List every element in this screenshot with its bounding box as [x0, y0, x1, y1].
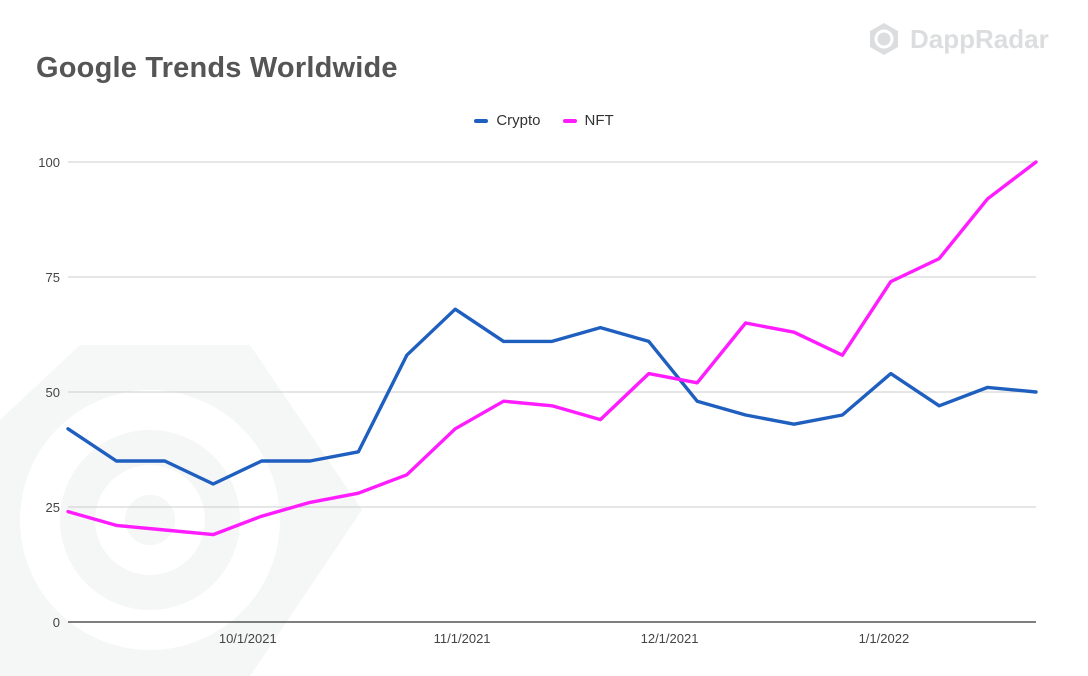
legend-label-crypto: Crypto	[496, 112, 541, 129]
y-tick-label: 0	[53, 615, 60, 630]
chart-legend: Crypto NFT	[0, 112, 1088, 129]
dappradar-logo-icon	[870, 23, 898, 55]
series-line-nft	[66, 160, 1038, 537]
series-line-crypto	[66, 307, 1038, 486]
legend-swatch-nft	[562, 118, 577, 123]
y-tick-label: 25	[46, 500, 60, 515]
x-tick-label: 10/1/2021	[219, 631, 277, 646]
x-tick-label: 11/1/2021	[434, 631, 491, 646]
brand-name: DappRadar	[910, 23, 1049, 54]
legend-swatch-crypto	[474, 118, 489, 123]
brand-logo: DappRadar	[866, 20, 1049, 58]
x-tick-label: 1/1/2022	[859, 631, 910, 646]
x-tick-label: 12/1/2021	[641, 631, 699, 646]
dappradar-watermark-icon	[0, 345, 362, 676]
y-tick-label: 75	[46, 270, 60, 285]
y-tick-label: 100	[38, 155, 60, 170]
legend-item-nft[interactable]: NFT	[562, 112, 614, 129]
chart-title: Google Trends Worldwide	[36, 52, 398, 84]
y-tick-label: 50	[46, 385, 60, 400]
legend-item-crypto[interactable]: Crypto	[474, 112, 541, 129]
legend-label-nft: NFT	[584, 112, 614, 129]
